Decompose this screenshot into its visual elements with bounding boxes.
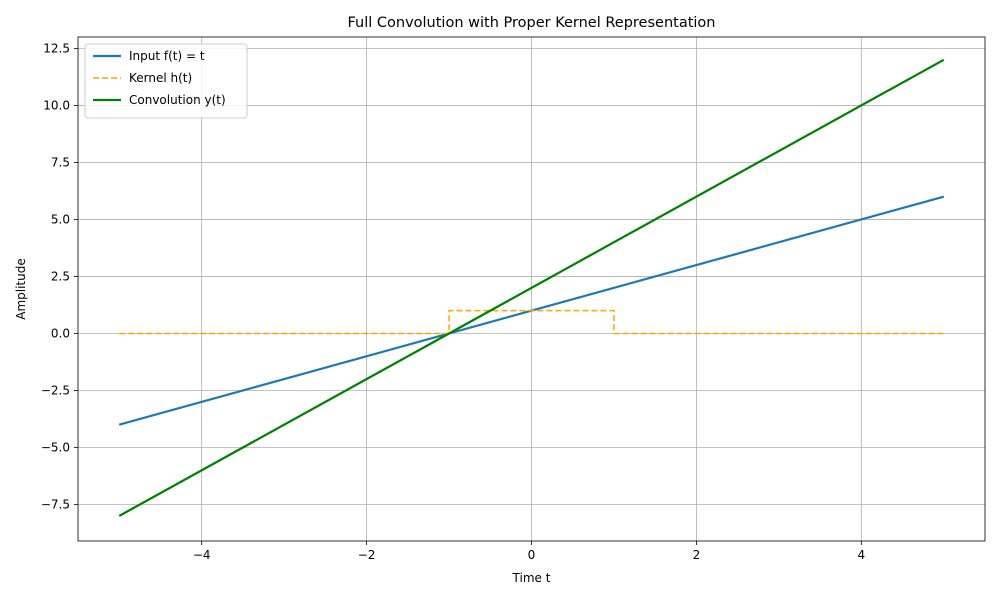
y-tick-label: −5.0 (41, 440, 70, 454)
legend-label-1: Input f(t) = t (129, 49, 205, 63)
y-tick-label: −7.5 (41, 498, 70, 512)
x-tick-label: 2 (693, 548, 701, 562)
y-axis-label: Amplitude (14, 258, 28, 320)
y-tick-label: 12.5 (43, 41, 70, 55)
y-tick-label: −2.5 (41, 383, 70, 397)
chart-title: Full Convolution with Proper Kernel Repr… (347, 15, 715, 31)
y-tick-label: 2.5 (51, 269, 70, 283)
x-tick-label: 4 (857, 548, 865, 562)
series-line-2 (119, 309, 944, 335)
legend: Input f(t) = t Kernel h(t) Convolution y(t… (84, 43, 248, 119)
legend-box (84, 43, 248, 119)
x-tick-label: −2 (358, 548, 376, 562)
x-tick-label: −4 (193, 548, 211, 562)
x-tick-label: 0 (528, 548, 536, 562)
legend-label-2: Kernel h(t) (129, 71, 192, 85)
axis-ticks: −4 −2 0 2 4 −7.5 −5.0 −2.5 0.0 2.5 5.0 7.5 10.0 12.5 (41, 41, 865, 562)
series-line-3 (118, 58, 945, 517)
y-tick-label: 10.0 (43, 98, 70, 112)
x-axis-label: Time t (512, 571, 551, 585)
y-tick-label: 7.5 (51, 155, 70, 169)
series-layer (118, 58, 945, 517)
y-tick-label: 5.0 (51, 212, 70, 226)
legend-label-3: Convolution y(t) (129, 93, 226, 107)
y-tick-label: 0.0 (51, 326, 70, 340)
